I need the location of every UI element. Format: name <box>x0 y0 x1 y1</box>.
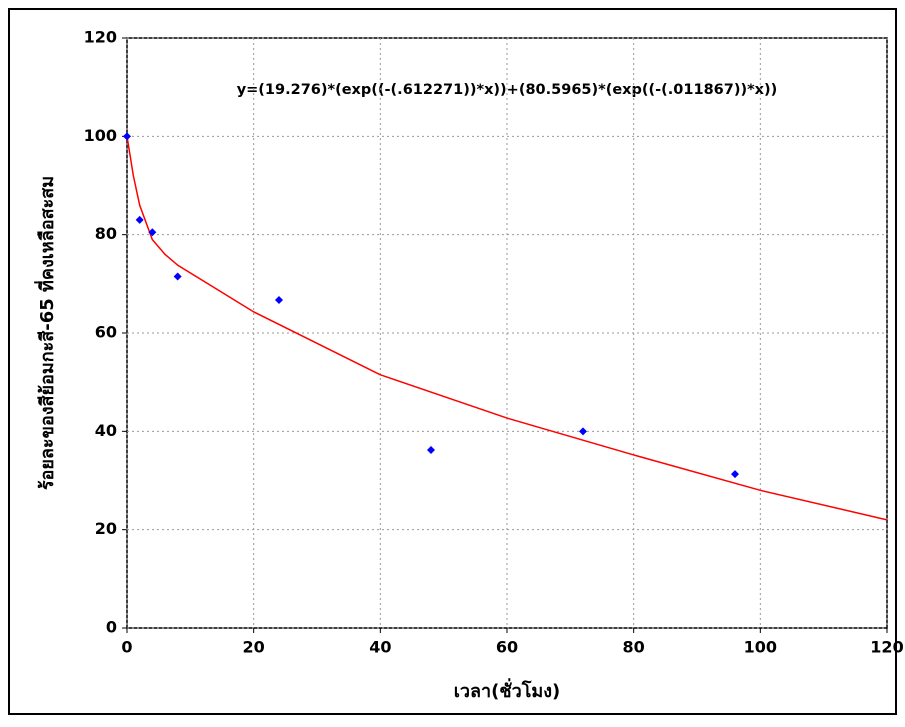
y-tick-label: 60 <box>95 323 117 342</box>
data-point <box>427 446 435 455</box>
x-tick-label: 120 <box>870 638 903 657</box>
data-point <box>579 427 587 436</box>
data-point <box>123 132 131 141</box>
data-point <box>148 228 157 237</box>
frame <box>8 8 897 715</box>
x-tick-label: 20 <box>243 638 265 657</box>
y-tick-label: 0 <box>106 618 117 637</box>
data-point <box>135 215 144 224</box>
y-tick-label: 100 <box>84 126 117 145</box>
x-tick-label: 40 <box>369 638 391 657</box>
x-tick-label: 100 <box>744 638 777 657</box>
x-tick-label: 80 <box>623 638 645 657</box>
fit-curve <box>126 136 888 521</box>
x-tick-label: 60 <box>496 638 518 657</box>
y-tick-label: 80 <box>95 224 117 243</box>
data-point <box>731 470 739 479</box>
x-tick-label: 0 <box>121 638 132 657</box>
data-point <box>275 296 283 305</box>
y-tick-label: 40 <box>95 421 117 440</box>
y-tick-label: 20 <box>95 519 117 538</box>
data-point <box>173 272 182 281</box>
y-axis-label: ร้อยละของสีย้อมกะสี-65 ที่คงเหลือสะสม <box>34 176 58 490</box>
x-axis-label: เวลา(ชั่วโมง) <box>454 678 561 702</box>
y-tick-label: 120 <box>84 28 117 47</box>
